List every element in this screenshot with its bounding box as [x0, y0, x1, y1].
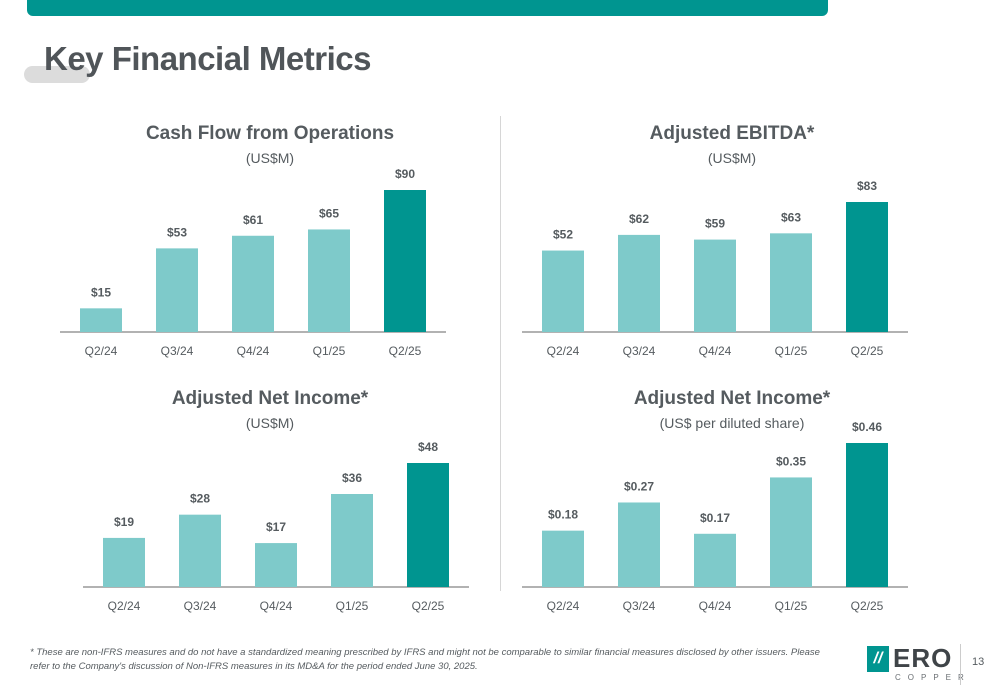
- x-tick-label: Q1/25: [336, 599, 369, 613]
- data-label: $0.46: [852, 420, 882, 434]
- data-label: $48: [418, 440, 438, 454]
- x-tick-label: Q3/24: [184, 599, 217, 613]
- data-label: $36: [342, 471, 362, 485]
- bar-Q2-25: [846, 443, 888, 587]
- x-tick-label: Q4/24: [699, 599, 732, 613]
- bar-Q3-24: [618, 234, 660, 332]
- chart-title: Adjusted EBITDA*: [649, 123, 815, 144]
- chart-svg-adjusted-net-income: $19 Q2/24 $28 Q3/24 $17 Q4/24 $36 Q1/25 $48 Q2/25: [83, 440, 469, 613]
- bar-Q4-24: [232, 235, 274, 332]
- chart-title: Cash Flow from Operations: [145, 123, 395, 144]
- data-label: $0.35: [776, 454, 806, 468]
- chart-subtitle: (US$M): [245, 415, 295, 431]
- chart-subtitle: (US$M): [245, 150, 295, 166]
- chart-svg-cash-flow: $15 Q2/24 $53 Q3/24 $61 Q4/24 $65 Q1/25 $90 Q2/25: [60, 167, 446, 358]
- x-tick-label: Q2/25: [851, 599, 884, 613]
- title-accent-pill: [24, 66, 90, 83]
- chart-panel-adjusted-ebitda: Adjusted EBITDA* (US$M) $52 Q2/24 $62 Q3/24…: [517, 120, 947, 370]
- chart-subtitle: (US$ per diluted share): [659, 415, 805, 431]
- chart-svg-adjusted-net-income-per-share: $0.18 Q2/24 $0.27 Q3/24 $0.17 Q4/24 $0.35 Q1/25…: [522, 420, 908, 613]
- data-label: $59: [705, 217, 725, 231]
- bar-Q2-24: [542, 530, 584, 587]
- bar-Q2-25: [846, 202, 888, 332]
- x-tick-label: Q2/24: [547, 344, 580, 358]
- logo-wordmark: ERO: [893, 643, 953, 673]
- page-number: 13: [972, 656, 985, 668]
- x-tick-label: Q1/25: [313, 344, 346, 358]
- bar-Q1-25: [331, 494, 373, 587]
- x-tick-label: Q2/25: [389, 344, 422, 358]
- x-tick-label: Q4/24: [699, 344, 732, 358]
- data-label: $15: [91, 285, 111, 299]
- data-label: $52: [553, 228, 573, 242]
- bar-Q3-24: [156, 248, 198, 332]
- data-label: $28: [190, 492, 210, 506]
- bar-Q2-24: [80, 308, 122, 332]
- data-label: $17: [266, 520, 286, 534]
- bar-Q2-24: [103, 537, 145, 587]
- data-label: $90: [395, 167, 415, 181]
- x-tick-label: Q1/25: [775, 344, 808, 358]
- chart-title: Adjusted Net Income*: [171, 388, 369, 409]
- data-label: $65: [319, 206, 339, 220]
- x-tick-label: Q2/24: [547, 599, 580, 613]
- x-tick-label: Q3/24: [623, 599, 656, 613]
- bar-Q2-25: [407, 463, 449, 587]
- bar-Q2-25: [384, 190, 426, 332]
- chart-panel-adjusted-net-income: Adjusted Net Income* (US$M) $19 Q2/24 $28 Q…: [60, 385, 480, 625]
- top-accent-bar: [27, 0, 828, 16]
- data-label: $0.17: [700, 511, 730, 525]
- chart-title: Adjusted Net Income*: [633, 388, 831, 409]
- data-label: $63: [781, 210, 801, 224]
- data-label: $83: [857, 179, 877, 193]
- bar-Q1-25: [770, 477, 812, 587]
- bar-Q3-24: [618, 502, 660, 587]
- chart-svg-adjusted-ebitda: $52 Q2/24 $62 Q3/24 $59 Q4/24 $63 Q1/25 $83 Q2/25: [522, 179, 908, 358]
- data-label: $19: [114, 515, 134, 529]
- vertical-divider: [500, 116, 501, 591]
- x-tick-label: Q2/25: [851, 344, 884, 358]
- x-tick-label: Q2/24: [85, 344, 118, 358]
- x-tick-label: Q2/24: [108, 599, 141, 613]
- x-tick-label: Q4/24: [237, 344, 270, 358]
- chart-subtitle: (US$M): [707, 150, 757, 166]
- bar-Q4-24: [694, 239, 736, 332]
- company-logo: // ERO COPPER: [867, 643, 967, 686]
- bar-Q4-24: [255, 543, 297, 587]
- data-label: $53: [167, 225, 187, 239]
- chart-panel-cash-flow: Cash Flow from Operations (US$M) $15 Q2/2…: [60, 120, 480, 370]
- bar-Q2-24: [542, 250, 584, 332]
- page-number-divider: [960, 644, 961, 685]
- bar-Q4-24: [694, 533, 736, 587]
- page-title: Key Financial Metrics: [44, 40, 371, 77]
- data-label: $62: [629, 212, 649, 226]
- x-tick-label: Q2/25: [412, 599, 445, 613]
- footnote: * These are non-IFRS measures and do not…: [30, 647, 820, 672]
- bar-Q1-25: [308, 229, 350, 332]
- logo-mark-icon: //: [867, 646, 889, 672]
- chart-panel-adjusted-net-income-per-share: Adjusted Net Income* (US$ per diluted sh…: [517, 385, 947, 625]
- data-label: $0.27: [624, 479, 654, 493]
- x-tick-label: Q3/24: [161, 344, 194, 358]
- logo-subtext: COPPER: [895, 673, 971, 682]
- bar-Q3-24: [179, 514, 221, 587]
- x-tick-label: Q4/24: [260, 599, 293, 613]
- data-label: $61: [243, 213, 263, 227]
- data-label: $0.18: [548, 508, 578, 522]
- x-tick-label: Q3/24: [623, 344, 656, 358]
- bar-Q1-25: [770, 233, 812, 332]
- x-tick-label: Q1/25: [775, 599, 808, 613]
